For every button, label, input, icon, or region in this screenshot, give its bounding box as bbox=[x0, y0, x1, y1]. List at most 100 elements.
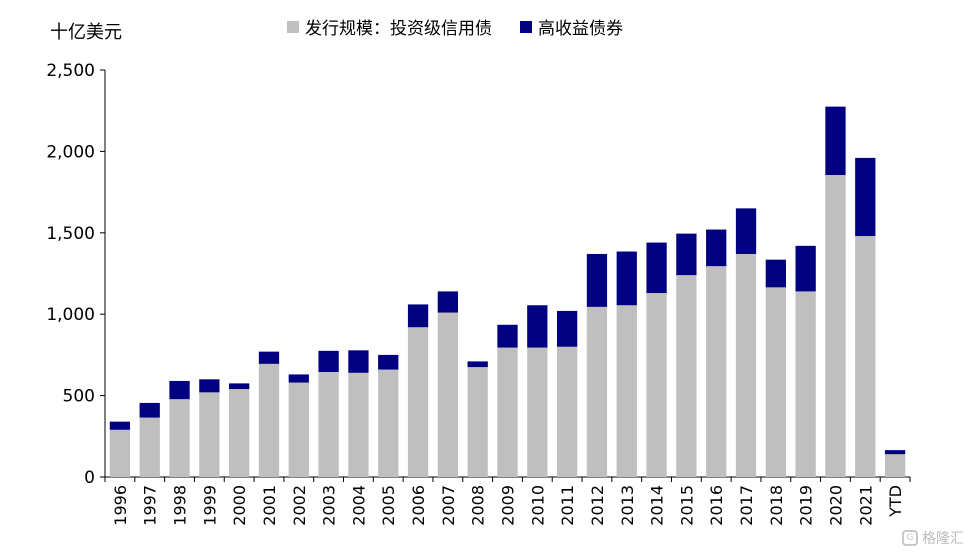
x-tick-label: 1998 bbox=[171, 485, 190, 526]
bar-high-yield bbox=[616, 251, 637, 306]
x-tick-label: 2000 bbox=[230, 485, 249, 526]
bar-high-yield bbox=[407, 304, 429, 328]
x-tick-label: 2012 bbox=[588, 485, 607, 526]
x-tick-label: 2020 bbox=[826, 485, 845, 526]
bar-investment-grade bbox=[467, 367, 488, 477]
bar-investment-grade bbox=[616, 305, 637, 477]
x-tick-label: 2013 bbox=[618, 485, 637, 526]
bar-investment-grade bbox=[527, 347, 548, 477]
bar-high-yield bbox=[765, 259, 786, 288]
bar-high-yield bbox=[348, 350, 369, 373]
bar-investment-grade bbox=[676, 275, 697, 477]
watermark-text: 格隆汇 bbox=[922, 531, 964, 547]
bar-investment-grade bbox=[318, 371, 339, 477]
y-tick-label: 2,000 bbox=[46, 142, 95, 162]
bar-high-yield bbox=[467, 361, 488, 368]
legend-swatch-high-yield bbox=[520, 20, 532, 33]
y-axis-unit-label: 十亿美元 bbox=[50, 22, 122, 43]
x-tick-label: 2009 bbox=[499, 485, 518, 526]
bar-high-yield bbox=[586, 253, 608, 307]
bar-investment-grade bbox=[556, 346, 578, 477]
bar-high-yield bbox=[676, 233, 697, 276]
bar-high-yield bbox=[437, 291, 459, 313]
x-tick-label: 2011 bbox=[558, 485, 577, 526]
bar-high-yield bbox=[527, 305, 548, 348]
bar-high-yield bbox=[497, 324, 518, 348]
bar-high-yield bbox=[556, 310, 578, 347]
x-tick-label: 2006 bbox=[409, 485, 428, 526]
x-tick-label: 2015 bbox=[677, 485, 696, 526]
bar-investment-grade bbox=[735, 253, 757, 477]
bar-high-yield bbox=[735, 208, 757, 254]
bar-high-yield bbox=[109, 421, 131, 430]
x-tick-label: 2001 bbox=[260, 485, 279, 526]
bar-investment-grade bbox=[169, 399, 190, 477]
bar-high-yield bbox=[139, 402, 160, 418]
x-tick-label: 2003 bbox=[320, 485, 339, 526]
y-tick-label: 0 bbox=[84, 468, 95, 488]
bar-investment-grade bbox=[407, 327, 429, 477]
x-tick-label: 2018 bbox=[767, 485, 786, 526]
x-tick-label: 2004 bbox=[349, 485, 368, 526]
bar-investment-grade bbox=[884, 454, 906, 477]
x-tick-label: 2002 bbox=[290, 485, 309, 526]
y-tick-label: 1,500 bbox=[46, 224, 95, 244]
x-tick-label: 1997 bbox=[141, 485, 160, 526]
x-tick-label: 1999 bbox=[200, 485, 219, 526]
x-tick-label: 2017 bbox=[737, 485, 756, 526]
y-tick-label: 2,500 bbox=[46, 61, 95, 81]
x-tick-label: 2008 bbox=[469, 485, 488, 526]
x-tick-label: 1996 bbox=[111, 485, 130, 526]
legend-item-investment-grade: 发行规模：投资级信用债 bbox=[287, 14, 492, 39]
legend-swatch-investment-grade bbox=[287, 20, 299, 33]
bar-high-yield bbox=[288, 374, 309, 383]
bar-investment-grade bbox=[825, 175, 846, 478]
bar-investment-grade bbox=[229, 389, 250, 477]
bar-investment-grade bbox=[109, 429, 131, 477]
bar-high-yield bbox=[169, 380, 190, 400]
bar-investment-grade bbox=[258, 363, 280, 477]
watermark-logo-icon: G bbox=[902, 530, 918, 546]
bar-investment-grade bbox=[497, 347, 518, 477]
y-tick-label: 500 bbox=[63, 387, 95, 407]
bar-high-yield bbox=[318, 350, 339, 372]
legend-label-investment-grade: 发行规模：投资级信用债 bbox=[305, 19, 492, 39]
x-tick-label: 2005 bbox=[379, 485, 398, 526]
watermark: G 格隆汇 bbox=[902, 528, 964, 548]
bar-high-yield bbox=[855, 157, 876, 237]
bar-investment-grade bbox=[437, 312, 459, 477]
x-tick-label: 2021 bbox=[856, 485, 875, 526]
bar-high-yield bbox=[258, 351, 280, 364]
bar-investment-grade bbox=[855, 236, 876, 477]
bar-high-yield bbox=[378, 354, 399, 370]
bar-investment-grade bbox=[378, 369, 399, 477]
bar-high-yield bbox=[706, 229, 727, 267]
bar-investment-grade bbox=[795, 291, 816, 477]
bar-investment-grade bbox=[765, 287, 786, 477]
bar-investment-grade bbox=[199, 392, 220, 477]
bar-high-yield bbox=[795, 245, 816, 292]
legend-item-high-yield: 高收益债券 bbox=[520, 14, 623, 39]
bar-high-yield bbox=[229, 383, 250, 390]
bar-investment-grade bbox=[706, 266, 727, 477]
legend: 发行规模：投资级信用债 高收益债券 bbox=[287, 14, 651, 39]
x-tick-label: 2010 bbox=[528, 485, 547, 526]
x-tick-label: 2016 bbox=[707, 485, 726, 526]
bar-investment-grade bbox=[586, 306, 608, 477]
x-tick-label: YTD bbox=[886, 485, 905, 518]
bar-investment-grade bbox=[348, 372, 369, 477]
bar-investment-grade bbox=[139, 417, 160, 477]
bar-investment-grade bbox=[646, 293, 667, 477]
bar-investment-grade bbox=[288, 382, 309, 477]
x-tick-label: 2007 bbox=[439, 485, 458, 526]
bar-high-yield bbox=[646, 242, 667, 294]
legend-label-high-yield: 高收益债券 bbox=[538, 19, 623, 39]
bar-high-yield bbox=[825, 106, 846, 176]
x-tick-label: 2014 bbox=[648, 485, 667, 526]
bar-high-yield bbox=[199, 379, 220, 393]
y-tick-label: 1,000 bbox=[46, 305, 95, 325]
x-tick-label: 2019 bbox=[797, 485, 816, 526]
bar-high-yield bbox=[884, 450, 906, 455]
